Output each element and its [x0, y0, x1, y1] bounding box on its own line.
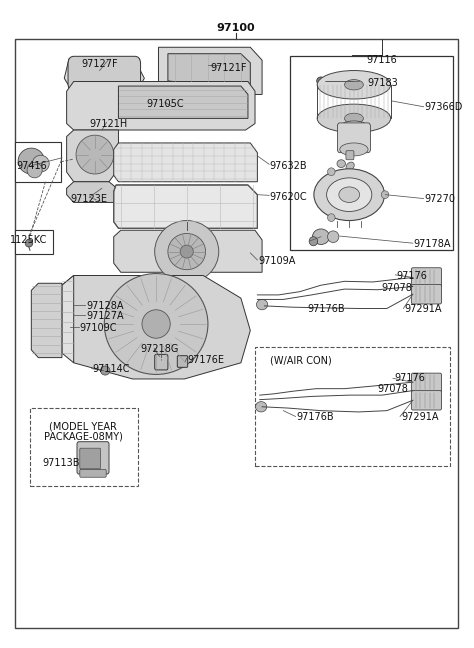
FancyBboxPatch shape [68, 56, 141, 91]
Text: 97291A: 97291A [401, 412, 438, 422]
Text: 97620C: 97620C [269, 192, 307, 202]
Polygon shape [62, 275, 73, 363]
Ellipse shape [345, 113, 364, 124]
Text: 97121H: 97121H [89, 119, 127, 128]
Ellipse shape [340, 121, 368, 134]
Text: (W/AIR CON): (W/AIR CON) [270, 356, 332, 366]
FancyBboxPatch shape [411, 268, 441, 287]
FancyBboxPatch shape [411, 373, 441, 393]
Ellipse shape [346, 162, 354, 170]
Ellipse shape [381, 191, 389, 198]
FancyBboxPatch shape [346, 151, 354, 160]
FancyBboxPatch shape [177, 356, 188, 367]
Text: 97109A: 97109A [259, 255, 296, 266]
Text: 97218G: 97218G [141, 343, 179, 354]
Ellipse shape [328, 168, 335, 176]
Ellipse shape [317, 71, 391, 99]
Bar [15, 229, 53, 254]
Polygon shape [64, 59, 145, 86]
Text: 97127A: 97127A [86, 311, 124, 321]
Polygon shape [67, 130, 118, 181]
Polygon shape [31, 283, 62, 358]
Text: 97128A: 97128A [86, 301, 124, 311]
Ellipse shape [327, 178, 372, 211]
Ellipse shape [337, 160, 346, 168]
Ellipse shape [328, 231, 339, 242]
Ellipse shape [104, 273, 208, 375]
Ellipse shape [27, 163, 42, 178]
Text: 97632B: 97632B [269, 161, 307, 170]
FancyBboxPatch shape [155, 354, 168, 370]
Polygon shape [114, 185, 257, 228]
Text: 97416: 97416 [16, 161, 46, 170]
Ellipse shape [180, 245, 193, 258]
Text: 97121F: 97121F [211, 63, 247, 73]
Text: 97366D: 97366D [425, 102, 463, 112]
Ellipse shape [339, 187, 360, 202]
Polygon shape [67, 181, 121, 202]
Text: 97113B: 97113B [42, 458, 80, 468]
Polygon shape [114, 230, 262, 272]
Ellipse shape [340, 143, 368, 156]
Ellipse shape [255, 402, 267, 412]
Ellipse shape [317, 77, 325, 85]
Text: 97183: 97183 [367, 78, 398, 88]
Ellipse shape [76, 135, 114, 174]
FancyBboxPatch shape [337, 123, 370, 153]
FancyBboxPatch shape [255, 347, 450, 467]
Text: 97100: 97100 [217, 23, 255, 33]
Text: 97176B: 97176B [308, 304, 346, 314]
Text: 97105C: 97105C [147, 99, 184, 109]
Text: 1125KC: 1125KC [10, 235, 48, 245]
Polygon shape [114, 143, 257, 181]
FancyBboxPatch shape [80, 448, 100, 469]
FancyBboxPatch shape [411, 391, 441, 410]
Bar [291, 56, 453, 249]
Text: 97176: 97176 [396, 270, 427, 281]
Ellipse shape [32, 156, 49, 172]
Text: 97078: 97078 [377, 384, 408, 394]
Text: 97123E: 97123E [71, 194, 108, 204]
Text: 97178A: 97178A [414, 239, 451, 249]
Polygon shape [168, 54, 250, 89]
Text: 97078: 97078 [381, 283, 412, 293]
Ellipse shape [314, 169, 384, 220]
FancyBboxPatch shape [411, 284, 441, 304]
FancyBboxPatch shape [77, 442, 109, 474]
Ellipse shape [25, 239, 33, 247]
Text: 97116: 97116 [367, 55, 398, 65]
Ellipse shape [155, 220, 219, 283]
Text: 97176: 97176 [394, 373, 425, 384]
Text: PACKAGE-08MY): PACKAGE-08MY) [44, 432, 123, 441]
Ellipse shape [142, 310, 170, 338]
Ellipse shape [328, 214, 335, 222]
Ellipse shape [168, 233, 206, 270]
Polygon shape [67, 82, 255, 130]
Polygon shape [118, 86, 248, 119]
Ellipse shape [18, 148, 45, 174]
Text: (MODEL YEAR: (MODEL YEAR [49, 421, 117, 431]
Ellipse shape [317, 104, 391, 133]
FancyBboxPatch shape [30, 408, 138, 485]
Ellipse shape [312, 229, 329, 244]
Text: 97114C: 97114C [92, 364, 130, 375]
Text: 97291A: 97291A [404, 304, 442, 314]
Text: 97176B: 97176B [296, 412, 334, 422]
Text: 97109C: 97109C [80, 323, 118, 333]
Text: 97127F: 97127F [81, 59, 118, 69]
FancyBboxPatch shape [80, 470, 106, 477]
Ellipse shape [100, 366, 110, 375]
Polygon shape [158, 47, 262, 95]
Ellipse shape [309, 237, 318, 246]
Text: 97270: 97270 [425, 194, 456, 204]
Ellipse shape [345, 80, 364, 90]
Bar [15, 142, 61, 181]
Polygon shape [62, 275, 250, 379]
Text: 97176E: 97176E [188, 354, 225, 365]
Ellipse shape [256, 299, 268, 310]
